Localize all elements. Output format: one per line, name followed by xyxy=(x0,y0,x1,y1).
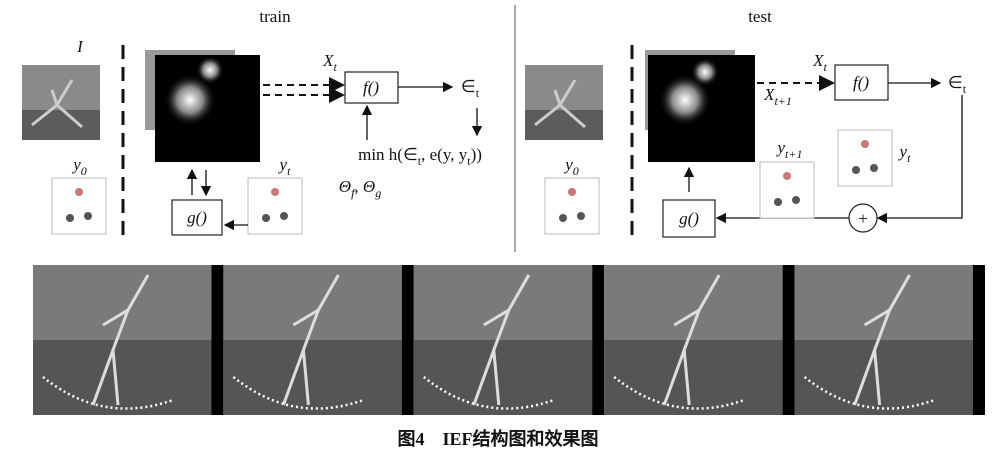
xt-label: Xt xyxy=(322,51,337,74)
eps-label: ∈t xyxy=(948,73,967,96)
subscript: t xyxy=(824,60,828,74)
ground xyxy=(223,340,402,415)
loss-label: min h(∈t, e(y, yt)) xyxy=(358,145,482,168)
f-label: f() xyxy=(853,73,869,92)
yt-label: yt xyxy=(278,155,292,178)
params-label: Θf, Θg xyxy=(339,177,381,200)
f-box xyxy=(344,71,399,104)
result-strip xyxy=(33,265,985,415)
g-box xyxy=(662,199,716,238)
xt-label: Xt xyxy=(812,51,827,74)
subscript: 0 xyxy=(81,164,87,178)
subscript: g xyxy=(375,186,381,200)
plus: + xyxy=(858,209,868,228)
label-text: , e(y, y xyxy=(421,145,468,164)
panel-gap xyxy=(592,265,605,415)
pose-dots xyxy=(42,376,174,410)
label-text: f() xyxy=(363,78,379,97)
subscript: t xyxy=(467,154,471,168)
y0-label: y0 xyxy=(563,155,579,178)
label-text: ∈ xyxy=(461,77,476,96)
panel-gap xyxy=(211,265,224,415)
label-text: )) xyxy=(471,145,482,164)
label-text: g() xyxy=(187,208,207,227)
label-text: X xyxy=(322,51,334,70)
label-text: y xyxy=(563,155,573,174)
label-text: g() xyxy=(679,209,699,228)
pose-dots xyxy=(232,376,364,410)
label-text: Θ xyxy=(339,177,351,196)
subscript: t+1 xyxy=(774,94,791,108)
subscript: f xyxy=(351,186,356,200)
panel-gap xyxy=(782,265,795,415)
pose xyxy=(281,274,340,406)
train-title: train xyxy=(259,7,291,26)
panel-gap xyxy=(973,265,985,415)
yt-label: yt xyxy=(898,142,912,165)
subscript: t xyxy=(907,151,911,165)
ground xyxy=(794,340,973,415)
pose-dots xyxy=(803,376,936,410)
g-label: g() xyxy=(679,209,699,228)
g-label: g() xyxy=(187,208,207,227)
subscript: t xyxy=(418,154,422,168)
test-title: test xyxy=(748,7,772,26)
ground xyxy=(604,340,783,415)
pose-dots xyxy=(423,376,555,410)
label-text: y xyxy=(898,142,908,161)
subscript: t+1 xyxy=(785,147,802,161)
subscript: t xyxy=(476,86,480,100)
pose xyxy=(662,274,721,406)
pose xyxy=(472,274,531,406)
image-label: I xyxy=(76,37,84,56)
y0-image xyxy=(544,177,600,235)
f-label: f() xyxy=(363,78,379,97)
f-box xyxy=(834,64,889,101)
xt1-label: Xt+1 xyxy=(763,85,792,108)
label-text: X xyxy=(812,51,824,70)
label-text: y xyxy=(278,155,288,174)
pose-dots xyxy=(613,376,745,410)
label-text: ∈ xyxy=(948,73,963,92)
subscript: t xyxy=(287,164,291,178)
yt1-label: yt+1 xyxy=(776,138,803,161)
label-text: y xyxy=(71,155,81,174)
yt1-image xyxy=(759,161,815,219)
ground xyxy=(413,340,593,415)
caption: 图4 IEF结构图和效果图 xyxy=(397,428,598,449)
subscript: t xyxy=(334,60,338,74)
label-text: I xyxy=(76,37,84,56)
label-text: f() xyxy=(853,73,869,92)
yt-image xyxy=(247,177,303,235)
label-text: X xyxy=(763,85,775,104)
input-image xyxy=(523,63,605,142)
panel-gap xyxy=(401,265,414,415)
y0-image xyxy=(51,177,107,235)
label-text: y xyxy=(776,138,786,157)
label-text: , Θ xyxy=(354,177,375,196)
input-image xyxy=(20,63,102,142)
yt-image xyxy=(837,129,893,187)
subscript: t xyxy=(963,82,967,96)
y0-label: y0 xyxy=(71,155,87,178)
eps-label: ∈t xyxy=(461,77,480,100)
pose xyxy=(853,274,911,406)
pose xyxy=(91,274,150,406)
g-box xyxy=(171,199,223,236)
ground xyxy=(33,340,212,415)
label-text: min h(∈ xyxy=(358,145,418,164)
subscript: 0 xyxy=(573,164,579,178)
